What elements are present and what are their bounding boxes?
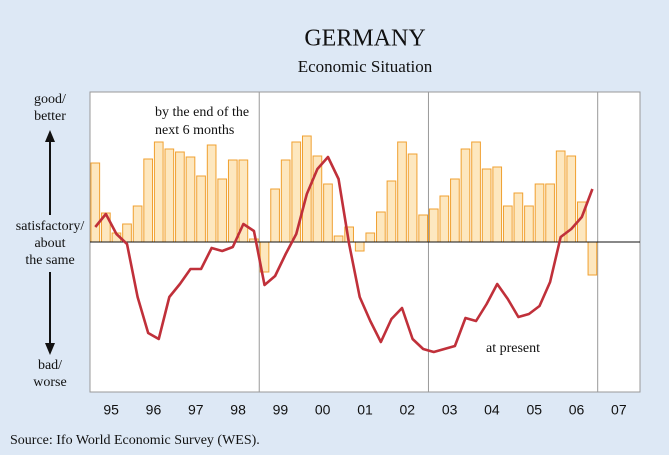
bar <box>534 183 545 243</box>
bar <box>90 162 101 243</box>
x-tick-label: 07 <box>611 402 627 418</box>
bar <box>175 151 185 243</box>
bar <box>206 144 217 243</box>
bar <box>333 235 344 243</box>
bar <box>471 141 481 243</box>
x-tick-label: 01 <box>357 402 373 418</box>
y-label: better <box>34 109 66 124</box>
bar <box>481 168 492 243</box>
line <box>94 155 594 354</box>
bar <box>270 188 280 243</box>
bar <box>354 241 365 252</box>
bar <box>185 156 196 243</box>
bar <box>439 195 450 243</box>
chart-title: GERMANY <box>304 26 425 52</box>
bar <box>143 158 154 243</box>
bar <box>217 178 228 243</box>
x-tick-label: 02 <box>400 402 416 418</box>
y-label: good/ <box>34 92 66 107</box>
bar <box>164 148 175 243</box>
y-label: satisfactory/ <box>16 219 85 234</box>
y-label: worse <box>33 375 66 390</box>
x-tick-label: 05 <box>526 402 542 418</box>
bar <box>132 205 143 243</box>
y-label: the same <box>25 253 74 268</box>
bar <box>418 214 429 243</box>
annotation: by the end of the <box>155 105 249 120</box>
x-tick-label: 97 <box>188 402 204 418</box>
bar <box>492 166 503 243</box>
bar <box>323 183 333 243</box>
x-tick-label: 96 <box>146 402 162 418</box>
annotation: next 6 months <box>155 123 234 138</box>
chart-subtitle: Economic Situation <box>298 57 433 76</box>
source: Source: Ifo World Economic Survey (WES). <box>10 433 260 448</box>
bar <box>196 175 206 243</box>
bar <box>227 159 238 243</box>
bar <box>376 211 386 243</box>
bar <box>153 141 164 243</box>
y-label: about <box>34 236 65 251</box>
x-tick-label: 95 <box>103 402 119 418</box>
x-tick-label: 04 <box>484 402 500 418</box>
x-tick-label: 99 <box>273 402 289 418</box>
bar <box>280 159 291 243</box>
annotation: at present <box>486 341 540 356</box>
arrow-head <box>45 343 55 355</box>
bar <box>545 183 555 243</box>
bar <box>428 208 439 243</box>
bar <box>524 205 534 243</box>
x-tick-label: 06 <box>569 402 585 418</box>
bar <box>502 205 513 243</box>
bar <box>450 178 460 243</box>
bar <box>407 153 418 243</box>
x-tick-label: 03 <box>442 402 458 418</box>
bar <box>513 192 524 243</box>
bar <box>587 241 598 276</box>
x-tick-label: 98 <box>230 402 246 418</box>
y-label: bad/ <box>38 358 62 373</box>
bar <box>397 141 407 243</box>
bar <box>386 180 397 243</box>
bar <box>460 148 471 243</box>
bar <box>555 150 566 243</box>
bar <box>365 232 376 243</box>
x-tick-label: 00 <box>315 402 331 418</box>
arrow-head <box>45 130 55 142</box>
bar <box>122 223 132 243</box>
